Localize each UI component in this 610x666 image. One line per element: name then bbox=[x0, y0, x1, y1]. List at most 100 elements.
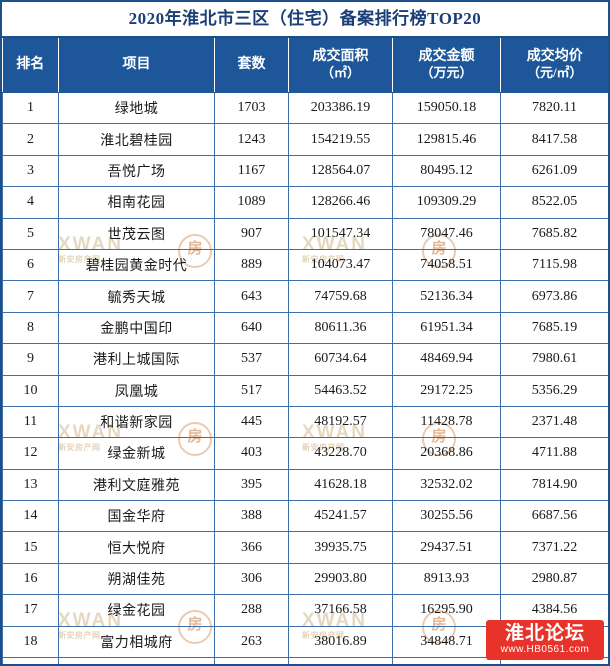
cell-area: 38016.89 bbox=[288, 625, 393, 659]
cell-area: 43228.70 bbox=[288, 437, 393, 470]
cell-project: 绿金花园 bbox=[58, 594, 215, 627]
cell-price: 7820.11 bbox=[500, 91, 608, 125]
column-header-area-label: 成交面积 bbox=[312, 49, 369, 65]
cell-amount: 20368.86 bbox=[392, 437, 501, 470]
cell-amount: 29172.25 bbox=[392, 374, 501, 407]
cell-amount: 48469.94 bbox=[392, 343, 501, 376]
column-header-units: 套数 bbox=[214, 38, 289, 93]
cell-amount: 80495.12 bbox=[392, 154, 501, 188]
column-header-price: 成交均价 （元/㎡） bbox=[500, 38, 608, 93]
cell-price: 8417.58 bbox=[500, 123, 608, 156]
cell-area: 101547.34 bbox=[288, 217, 393, 250]
cell-rank: 2 bbox=[2, 123, 59, 156]
cell-project: 港利上城国际 bbox=[58, 343, 215, 376]
cell-amount: 109309.29 bbox=[392, 186, 501, 219]
cell-amount: 30255.56 bbox=[392, 500, 501, 533]
cell-project: 港利文庭雅苑 bbox=[58, 468, 215, 502]
cell-amount: 16295.90 bbox=[392, 594, 501, 627]
cell-price: 7685.19 bbox=[500, 311, 608, 345]
cell-project: 绿地城 bbox=[58, 91, 215, 125]
cell-units: 288 bbox=[214, 594, 289, 627]
column-header-amount-label: 成交金额 bbox=[418, 49, 475, 65]
cell-price: 2980.87 bbox=[500, 562, 608, 596]
cell-project: 富力相城府 bbox=[58, 625, 215, 659]
table-row: 8 金鹏中国印 640 80611.36 61951.34 7685.19 bbox=[2, 311, 608, 345]
table-header-row: 排名 项目 套数 成交面积 （㎡） 成交金额 （万元） 成交均价 bbox=[2, 38, 608, 93]
cell-price: 7115.98 bbox=[500, 248, 608, 282]
cell-units: 907 bbox=[214, 217, 289, 250]
cell-units: 1167 bbox=[214, 154, 289, 188]
cell-rank: 6 bbox=[2, 248, 59, 282]
cell-units: 1089 bbox=[214, 186, 289, 219]
column-header-price-label: 成交均价 bbox=[526, 49, 583, 65]
cell-units: 643 bbox=[214, 280, 289, 313]
table-row: 5 世茂云图 907 101547.34 78047.46 7685.82 bbox=[2, 217, 608, 250]
column-header-rank: 排名 bbox=[2, 38, 59, 93]
cell-area: 27503.49 bbox=[288, 657, 393, 664]
cell-amount: 61951.34 bbox=[392, 311, 501, 345]
table-body: 1 绿地城 1703 203386.19 159050.18 7820.11 2 淮北碧桂园 1… bbox=[2, 91, 608, 664]
table-header: 排名 项目 套数 成交面积 （㎡） 成交金额 （万元） 成交均价 bbox=[2, 38, 608, 93]
cell-project: 凤凰城 bbox=[58, 374, 215, 407]
cell-price: 5356.29 bbox=[500, 374, 608, 407]
cell-amount: 32532.02 bbox=[392, 468, 501, 502]
cell-project: 国金华府 bbox=[58, 500, 215, 533]
cell-units: 239 bbox=[214, 657, 289, 664]
site-logo-title: 淮北论坛 bbox=[504, 623, 585, 644]
cell-amount: 74058.51 bbox=[392, 248, 501, 282]
cell-area: 60734.64 bbox=[288, 343, 393, 376]
cell-project: 吾悦广场 bbox=[58, 154, 215, 188]
cell-price: 7685.82 bbox=[500, 217, 608, 250]
cell-amount: 11428.78 bbox=[392, 405, 501, 439]
cell-area: 74759.68 bbox=[288, 280, 393, 313]
table-row: 2 淮北碧桂园 1243 154219.55 129815.46 8417.58 bbox=[2, 123, 608, 156]
cell-price: 6973.86 bbox=[500, 280, 608, 313]
cell-area: 203386.19 bbox=[288, 91, 393, 125]
cell-units: 306 bbox=[214, 562, 289, 596]
column-header-project-label: 项目 bbox=[122, 56, 151, 72]
cell-area: 29903.80 bbox=[288, 562, 393, 596]
table-row: 13 港利文庭雅苑 395 41628.18 32532.02 7814.90 bbox=[2, 468, 608, 502]
cell-amount: 159050.18 bbox=[392, 91, 501, 125]
cell-area: 104073.47 bbox=[288, 248, 393, 282]
site-logo-url: www.HB0561.com bbox=[500, 644, 590, 655]
cell-area: 37166.58 bbox=[288, 594, 393, 627]
cell-rank: 16 bbox=[2, 562, 59, 596]
cell-units: 403 bbox=[214, 437, 289, 470]
cell-area: 128564.07 bbox=[288, 154, 393, 188]
cell-area: 48192.57 bbox=[288, 405, 393, 439]
cell-area: 39935.75 bbox=[288, 531, 393, 564]
cell-price: 7980.61 bbox=[500, 343, 608, 376]
cell-rank: 19 bbox=[2, 657, 59, 664]
cell-rank: 9 bbox=[2, 343, 59, 376]
cell-project: 世茂云图 bbox=[58, 217, 215, 250]
cell-rank: 18 bbox=[2, 625, 59, 659]
cell-amount: 34848.71 bbox=[392, 625, 501, 659]
cell-units: 517 bbox=[214, 374, 289, 407]
table-row: 10 凤凰城 517 54463.52 29172.25 5356.29 bbox=[2, 374, 608, 407]
cell-units: 445 bbox=[214, 405, 289, 439]
cell-area: 80611.36 bbox=[288, 311, 393, 345]
cell-units: 1243 bbox=[214, 123, 289, 156]
table-row: 14 国金华府 388 45241.57 30255.56 6687.56 bbox=[2, 500, 608, 533]
table-row: 7 毓秀天城 643 74759.68 52136.34 6973.86 bbox=[2, 280, 608, 313]
cell-project: 和谐新家园 bbox=[58, 405, 215, 439]
cell-units: 1703 bbox=[214, 91, 289, 125]
cell-area: 154219.55 bbox=[288, 123, 393, 156]
cell-units: 395 bbox=[214, 468, 289, 502]
cell-rank: 3 bbox=[2, 154, 59, 188]
table-row: 12 绿金新城 403 43228.70 20368.86 4711.88 bbox=[2, 437, 608, 470]
cell-units: 640 bbox=[214, 311, 289, 345]
site-logo-badge[interactable]: 淮北论坛 www.HB0561.com bbox=[486, 620, 604, 660]
column-header-units-label: 套数 bbox=[237, 56, 266, 72]
table-row: 16 朔湖佳苑 306 29903.80 8913.93 2980.87 bbox=[2, 562, 608, 596]
cell-price: 4711.88 bbox=[500, 437, 608, 470]
cell-units: 366 bbox=[214, 531, 289, 564]
cell-area: 45241.57 bbox=[288, 500, 393, 533]
cell-rank: 12 bbox=[2, 437, 59, 470]
cell-rank: 10 bbox=[2, 374, 59, 407]
cell-project: 淮北碧桂园 bbox=[58, 123, 215, 156]
cell-rank: 17 bbox=[2, 594, 59, 627]
cell-price: 6687.56 bbox=[500, 500, 608, 533]
